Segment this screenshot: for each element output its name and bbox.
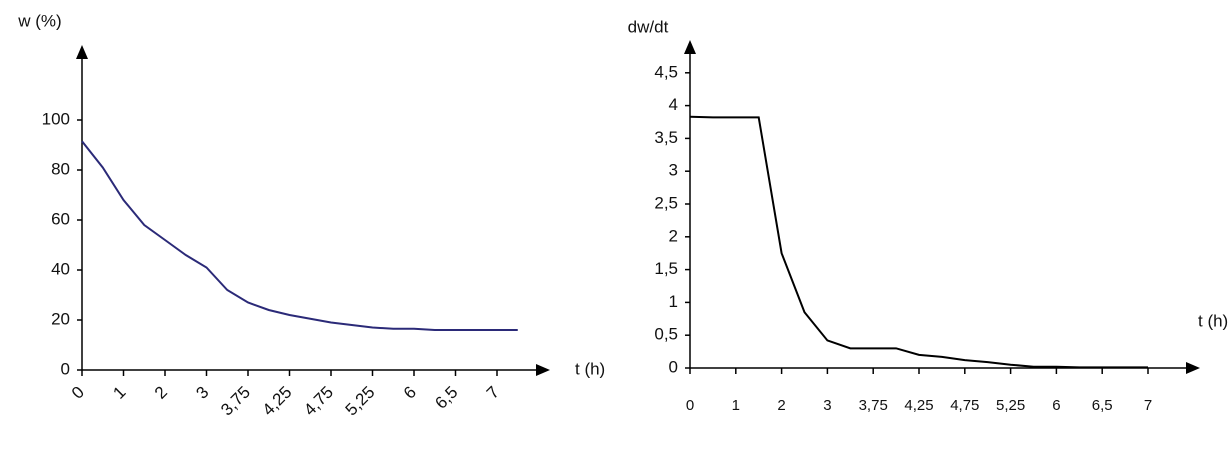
data-line — [689, 115, 1148, 369]
y-arrow — [684, 40, 696, 54]
y-tick-label: 1,5 — [654, 259, 678, 278]
x-tick-label: 4,75 — [950, 397, 979, 414]
y-tick-label: 2 — [669, 226, 678, 245]
x-tick-label: 0 — [68, 383, 88, 403]
y-tick-label: 4,5 — [654, 62, 678, 81]
x-tick-label: 6 — [400, 383, 420, 403]
x-axis-title: t (h) — [575, 359, 605, 378]
x-tick-label: 6 — [1052, 397, 1060, 414]
data-line — [81, 140, 518, 331]
x-arrow — [1186, 362, 1200, 374]
y-tick-label: 3,5 — [654, 128, 678, 147]
y-tick-label: 3 — [669, 161, 678, 180]
y-tick-label: 1 — [669, 292, 678, 311]
x-tick-label: 1 — [732, 397, 740, 414]
x-axis-title: t (h) — [1198, 311, 1228, 330]
x-tick-label: 5,25 — [996, 397, 1025, 414]
y-tick-label: 20 — [51, 309, 70, 328]
x-tick-label: 3 — [192, 383, 212, 403]
x-tick-label: 3,75 — [217, 383, 254, 420]
x-tick-label: 4,75 — [300, 383, 337, 420]
x-tick-label: 2 — [777, 397, 785, 414]
x-tick-label: 4,25 — [259, 383, 296, 420]
y-tick-label: 4 — [669, 95, 678, 114]
x-tick-label: 1 — [109, 383, 129, 403]
y-tick-label: 0 — [669, 357, 678, 376]
x-tick-label: 5,25 — [342, 383, 379, 420]
y-tick-label: 80 — [51, 159, 70, 178]
y-tick-label: 0,5 — [654, 325, 678, 344]
x-tick-label: 0 — [686, 397, 694, 414]
y-tick-label: 60 — [51, 209, 70, 228]
y-tick-label: 100 — [42, 109, 70, 128]
y-axis-title: w (%) — [17, 11, 61, 30]
x-tick-label: 7 — [483, 383, 503, 403]
x-tick-label: 4,25 — [904, 397, 933, 414]
x-tick-label: 3,75 — [859, 397, 888, 414]
y-tick-label: 0 — [61, 359, 70, 378]
x-tick-label: 2 — [151, 383, 171, 403]
y-arrow — [76, 45, 88, 59]
x-tick-label: 6,5 — [1092, 397, 1113, 414]
y-axis-title: dw/dt — [628, 17, 669, 36]
x-tick-label: 7 — [1144, 397, 1152, 414]
y-tick-label: 2,5 — [654, 193, 678, 212]
y-tick-label: 40 — [51, 259, 70, 278]
x-tick-label: 3 — [823, 397, 831, 414]
x-tick-label: 6,5 — [431, 383, 461, 413]
x-arrow — [536, 364, 550, 376]
